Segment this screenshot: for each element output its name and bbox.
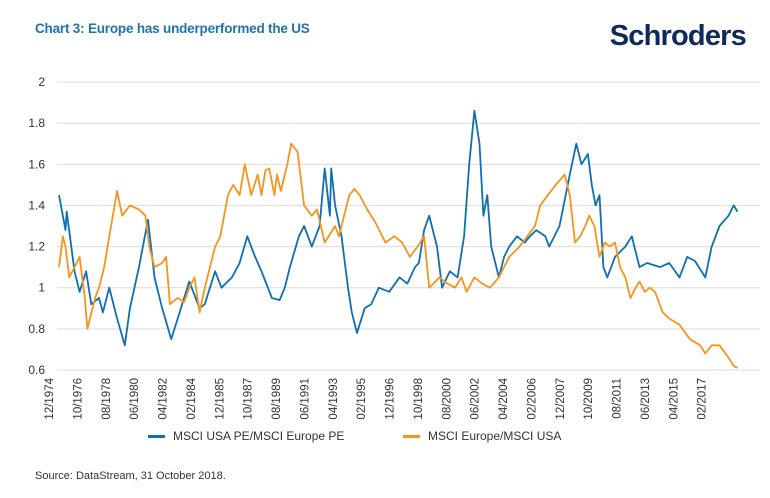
x-tick-label: 04/1993	[328, 378, 340, 420]
x-tick-label: 08/2000	[441, 378, 453, 420]
x-tick-label: 10/2009	[583, 378, 595, 420]
x-tick-label: 12/1985	[214, 378, 226, 420]
x-tick-label: 08/1989	[271, 378, 283, 420]
y-tick-label: 0.6	[28, 363, 45, 377]
x-tick-label: 08/1978	[101, 378, 113, 420]
x-tick-label: 12/1974	[44, 377, 56, 419]
x-tick-label: 02/1984	[186, 377, 198, 419]
legend-item-europe: MSCI Europe/MSCI USA	[403, 429, 561, 443]
y-tick-label: 1.4	[28, 198, 45, 212]
legend-swatch-orange	[403, 434, 420, 438]
x-tick-label: 06/2013	[640, 378, 652, 420]
x-tick-label: 10/1976	[72, 378, 84, 420]
x-tick-label: 04/1982	[158, 378, 170, 420]
x-tick-label: 04/2004	[498, 377, 510, 419]
x-tick-label: 08/2011	[612, 378, 624, 419]
series-line-usa-pe	[58, 109, 739, 347]
x-tick-label: 02/1995	[356, 378, 368, 420]
line-chart: 0.6 0.8 1 1.2 1.4 1.6 1.8 2 12/1974 10/1976 08/197…	[28, 75, 760, 420]
source-note: Source: DataStream, 31 October 2018.	[35, 470, 226, 482]
legend-label: MSCI USA PE/MSCI Europe PE	[173, 429, 345, 443]
x-tick-label: 02/2017	[697, 378, 709, 420]
y-tick-label: 1.2	[28, 240, 45, 254]
x-tick-label: 06/1991	[299, 378, 311, 420]
y-tick-label: 0.8	[28, 322, 45, 336]
y-tick-label: 2	[38, 75, 45, 89]
x-tick-label: 12/2007	[555, 378, 567, 420]
y-tick-label: 1.8	[28, 116, 45, 130]
legend-item-usa-pe: MSCI USA PE/MSCI Europe PE	[148, 429, 344, 443]
y-tick-label: 1.6	[28, 157, 45, 171]
x-tick-label: 02/2006	[526, 378, 538, 420]
series-line-europe	[58, 142, 738, 369]
legend-swatch-blue	[148, 434, 165, 438]
legend-label: MSCI Europe/MSCI USA	[428, 429, 562, 443]
y-tick-label: 1	[38, 281, 45, 295]
x-tick-label: 04/2015	[668, 378, 680, 420]
x-tick-label: 10/1998	[413, 378, 425, 420]
x-tick-label: 06/2002	[470, 378, 482, 420]
x-tick-label: 06/1980	[129, 378, 141, 420]
x-tick-label: 10/1987	[243, 378, 255, 420]
schroders-logo: Schroders	[609, 20, 747, 52]
chart-title: Chart 3: Europe has underperformed the U…	[35, 21, 310, 36]
x-tick-label: 12/1996	[385, 378, 397, 420]
